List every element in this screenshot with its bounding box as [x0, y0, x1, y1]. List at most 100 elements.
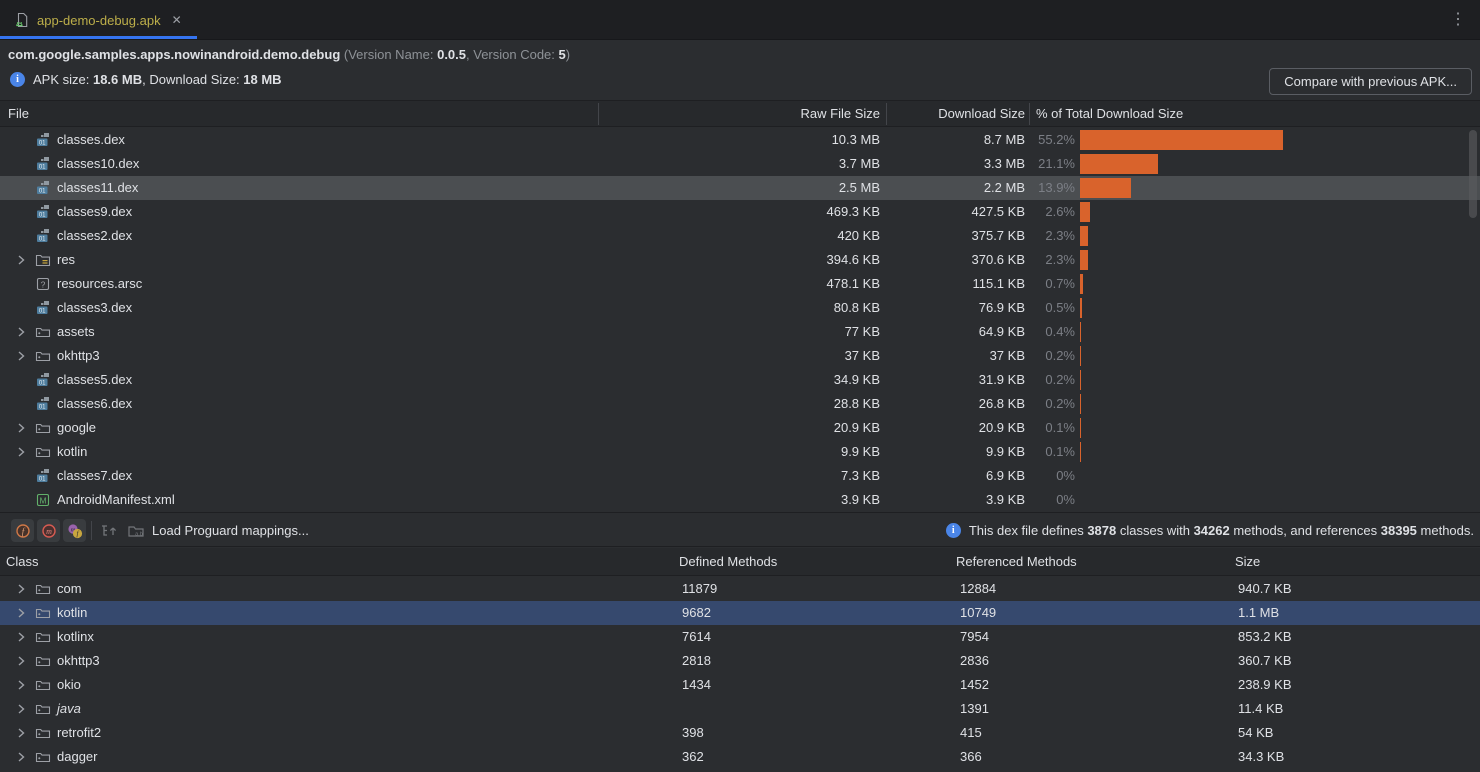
download-pct-value: 0% [995, 488, 1075, 512]
size-value: 54 KB [1238, 721, 1273, 745]
file-name: classes6.dex [57, 392, 132, 416]
chevron-right-icon[interactable] [13, 725, 29, 741]
file-row[interactable]: 01 classes3.dex 80.8 KB 76.9 KB 0.5% [0, 296, 1480, 320]
file-row[interactable]: 01 classes11.dex 2.5 MB 2.2 MB 13.9% [0, 176, 1480, 200]
download-pct-value: 0.1% [995, 416, 1075, 440]
file-row[interactable]: 01 classes6.dex 28.8 KB 26.8 KB 0.2% [0, 392, 1480, 416]
class-row[interactable]: okhttp3 2818 2836 360.7 KB [0, 649, 1480, 673]
column-file[interactable]: File [8, 101, 29, 127]
raw-file-size-value: 80.8 KB [620, 296, 880, 320]
file-row[interactable]: 01 classes10.dex 3.7 MB 3.3 MB 21.1% [0, 152, 1480, 176]
column-divider[interactable] [1029, 103, 1030, 125]
chevron-right-icon[interactable] [13, 653, 29, 669]
download-pct-bar [1080, 250, 1088, 270]
column-referenced-methods[interactable]: Referenced Methods [956, 548, 1077, 576]
download-pct-value: 55.2% [995, 128, 1075, 152]
class-row[interactable]: okio 1434 1452 238.9 KB [0, 673, 1480, 697]
tab-close-icon[interactable]: ✕ [172, 13, 182, 27]
chevron-right-icon[interactable] [13, 605, 29, 621]
svg-text:M: M [39, 495, 46, 505]
chevron-right-icon[interactable] [13, 581, 29, 597]
chevron-right-icon[interactable] [13, 420, 29, 436]
tab-apk-analyzer[interactable]: app-demo-debug.apk ✕ [0, 0, 196, 40]
column-size[interactable]: Size [1235, 548, 1260, 576]
chevron-right-icon[interactable] [13, 701, 29, 717]
expand-tree-icon[interactable] [100, 522, 118, 540]
class-row[interactable]: dagger 362 366 34.3 KB [0, 745, 1480, 769]
column-defined-methods[interactable]: Defined Methods [679, 548, 777, 576]
download-pct-bar [1080, 322, 1081, 342]
files-scrollbar-thumb[interactable] [1469, 130, 1477, 218]
class-row[interactable]: kotlinx 7614 7954 853.2 KB [0, 625, 1480, 649]
file-name: resources.arsc [57, 272, 142, 296]
apk-size-text: APK size: 18.6 MB, Download Size: 18 MB [33, 72, 282, 87]
chevron-right-icon[interactable] [13, 324, 29, 340]
class-row[interactable]: java 1391 11.4 KB [0, 697, 1480, 721]
chevron-right-icon[interactable] [13, 749, 29, 765]
package-folder-icon [35, 725, 51, 741]
file-row[interactable]: okhttp3 37 KB 37 KB 0.2% [0, 344, 1480, 368]
classes-table-header[interactable]: Class Defined Methods Referenced Methods… [0, 548, 1480, 576]
compare-previous-apk-button[interactable]: Compare with previous APK... [1269, 68, 1472, 95]
file-row[interactable]: res 394.6 KB 370.6 KB 2.3% [0, 248, 1480, 272]
column-divider[interactable] [886, 103, 887, 125]
class-row[interactable]: com 11879 12884 940.7 KB [0, 577, 1480, 601]
load-proguard-mappings-label[interactable]: Load Proguard mappings... [152, 514, 309, 547]
size-value: 238.9 KB [1238, 673, 1292, 697]
download-pct-bar [1080, 298, 1082, 318]
file-row[interactable]: 01 classes.dex 10.3 MB 8.7 MB 55.2% [0, 128, 1480, 152]
column-class[interactable]: Class [6, 548, 39, 576]
file-name: classes.dex [57, 128, 125, 152]
class-name: com [57, 577, 82, 601]
file-name: res [57, 248, 75, 272]
column-pct-total-download[interactable]: % of Total Download Size [1036, 101, 1183, 127]
arsc-icon: ? [35, 276, 51, 292]
folder-icon [35, 324, 51, 340]
raw-file-size-value: 394.6 KB [620, 248, 880, 272]
chevron-right-icon[interactable] [13, 348, 29, 364]
referenced-methods-value: 415 [960, 721, 982, 745]
show-methods-toggle[interactable]: m [37, 519, 60, 542]
column-divider[interactable] [598, 103, 599, 125]
raw-file-size-value: 37 KB [620, 344, 880, 368]
dex-icon: 01 [35, 468, 51, 484]
download-pct-bar [1080, 178, 1131, 198]
file-row[interactable]: ? resources.arsc 478.1 KB 115.1 KB 0.7% [0, 272, 1480, 296]
referenced-methods-value: 12884 [960, 577, 996, 601]
chevron-right-icon[interactable] [13, 677, 29, 693]
defined-methods-value: 9682 [682, 601, 711, 625]
download-pct-bar [1080, 370, 1081, 390]
file-row[interactable]: 01 classes2.dex 420 KB 375.7 KB 2.3% [0, 224, 1480, 248]
version-code-value: 5 [559, 47, 566, 62]
more-options-kebab-icon[interactable]: ⋮ [1450, 10, 1466, 30]
package-folder-icon [35, 749, 51, 765]
class-row[interactable]: kotlin 9682 10749 1.1 MB [0, 601, 1480, 625]
file-row[interactable]: 01 classes7.dex 7.3 KB 6.9 KB 0% [0, 464, 1480, 488]
referenced-methods-value: 2836 [960, 649, 989, 673]
file-row[interactable]: google 20.9 KB 20.9 KB 0.1% [0, 416, 1480, 440]
download-pct-bar [1080, 130, 1283, 150]
class-row[interactable]: retrofit2 398 415 54 KB [0, 721, 1480, 745]
deobfuscate-folder-icon[interactable]: a.b [127, 522, 145, 540]
file-row[interactable]: M AndroidManifest.xml 3.9 KB 3.9 KB 0% [0, 488, 1480, 512]
file-row[interactable]: 01 classes5.dex 34.9 KB 31.9 KB 0.2% [0, 368, 1480, 392]
file-row[interactable]: assets 77 KB 64.9 KB 0.4% [0, 320, 1480, 344]
show-fields-toggle[interactable]: f [11, 519, 34, 542]
file-row[interactable]: kotlin 9.9 KB 9.9 KB 0.1% [0, 440, 1480, 464]
defined-methods-value: 11879 [682, 577, 717, 601]
file-row[interactable]: 01 classes9.dex 469.3 KB 427.5 KB 2.6% [0, 200, 1480, 224]
chevron-right-icon[interactable] [13, 252, 29, 268]
show-referenced-toggle[interactable]: m f [63, 519, 86, 542]
defined-methods-value: 7614 [682, 625, 711, 649]
file-name: kotlin [57, 440, 87, 464]
files-table-header[interactable]: File Raw File Size Download Size % of To… [0, 100, 1480, 127]
referenced-methods-value: 10749 [960, 601, 996, 625]
raw-file-size-value: 2.5 MB [620, 176, 880, 200]
file-name: classes10.dex [57, 152, 139, 176]
column-raw-file-size[interactable]: Raw File Size [620, 101, 880, 127]
apk-size-row: i APK size: 18.6 MB, Download Size: 18 M… [0, 66, 1480, 98]
column-download-size[interactable]: Download Size [900, 101, 1025, 127]
chevron-right-icon[interactable] [13, 629, 29, 645]
file-name: classes5.dex [57, 368, 132, 392]
chevron-right-icon[interactable] [13, 444, 29, 460]
